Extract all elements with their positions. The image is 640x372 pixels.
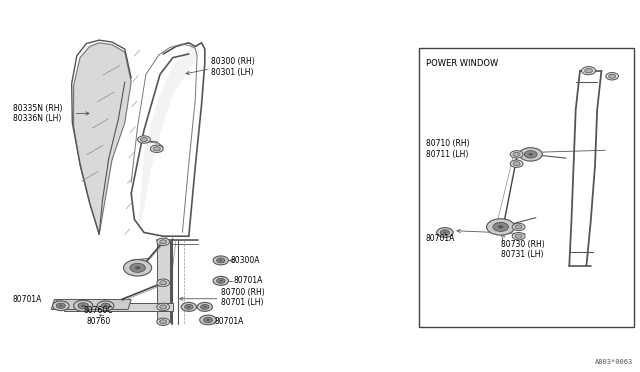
- Text: 80701A: 80701A: [426, 234, 455, 243]
- Circle shape: [515, 234, 522, 238]
- Circle shape: [512, 232, 525, 240]
- Circle shape: [498, 225, 504, 228]
- Circle shape: [519, 148, 542, 161]
- Text: 80335N (RH)
80336N (LH): 80335N (RH) 80336N (LH): [13, 104, 62, 123]
- Polygon shape: [157, 240, 170, 322]
- Circle shape: [486, 219, 515, 235]
- Circle shape: [59, 305, 63, 307]
- Bar: [419, 48, 634, 327]
- Text: 80701A: 80701A: [214, 317, 244, 326]
- Text: 80300 (RH)
80301 (LH): 80300 (RH) 80301 (LH): [211, 57, 255, 77]
- Circle shape: [220, 280, 222, 282]
- Circle shape: [213, 276, 228, 285]
- Circle shape: [216, 278, 225, 283]
- Circle shape: [159, 305, 166, 309]
- Circle shape: [524, 151, 537, 158]
- Text: 80760C: 80760C: [83, 306, 113, 315]
- Text: 80710 (RH)
80711 (LH): 80710 (RH) 80711 (LH): [426, 139, 469, 158]
- Circle shape: [529, 153, 533, 156]
- Circle shape: [513, 153, 520, 157]
- Circle shape: [104, 305, 108, 307]
- Text: A803*0063: A803*0063: [595, 359, 634, 365]
- Circle shape: [159, 320, 166, 324]
- Text: 80701A: 80701A: [13, 295, 42, 304]
- Circle shape: [512, 223, 525, 231]
- Circle shape: [157, 318, 170, 326]
- Polygon shape: [51, 299, 131, 310]
- Circle shape: [515, 225, 522, 229]
- Circle shape: [200, 315, 216, 325]
- Circle shape: [606, 73, 619, 80]
- Circle shape: [78, 303, 88, 309]
- Polygon shape: [74, 43, 131, 234]
- Circle shape: [154, 147, 161, 151]
- Circle shape: [197, 302, 212, 311]
- Circle shape: [220, 260, 222, 261]
- Circle shape: [101, 303, 110, 308]
- Circle shape: [81, 305, 85, 307]
- Circle shape: [440, 230, 449, 235]
- Text: POWER WINDOW: POWER WINDOW: [426, 59, 498, 68]
- Circle shape: [213, 256, 228, 265]
- Circle shape: [130, 263, 145, 272]
- Circle shape: [510, 160, 523, 167]
- Circle shape: [493, 222, 508, 231]
- Circle shape: [181, 302, 196, 311]
- Circle shape: [582, 67, 596, 75]
- Circle shape: [138, 136, 150, 143]
- Text: 80701A: 80701A: [234, 276, 263, 285]
- Polygon shape: [64, 303, 173, 311]
- Circle shape: [216, 258, 225, 263]
- Circle shape: [74, 300, 93, 311]
- Circle shape: [436, 228, 453, 237]
- Circle shape: [124, 260, 152, 276]
- Circle shape: [585, 68, 593, 73]
- Text: 80760: 80760: [86, 317, 111, 326]
- Circle shape: [188, 306, 190, 308]
- Circle shape: [204, 317, 212, 323]
- Text: 80700 (RH)
80701 (LH): 80700 (RH) 80701 (LH): [221, 288, 264, 307]
- Circle shape: [135, 266, 140, 269]
- Circle shape: [444, 231, 447, 234]
- Circle shape: [510, 151, 523, 158]
- Circle shape: [206, 319, 210, 321]
- Circle shape: [97, 301, 114, 311]
- Circle shape: [184, 304, 193, 310]
- Text: 80730 (RH)
80731 (LH): 80730 (RH) 80731 (LH): [500, 240, 545, 259]
- Circle shape: [56, 303, 65, 308]
- Circle shape: [157, 238, 170, 246]
- Polygon shape: [138, 44, 202, 236]
- Text: 80300A: 80300A: [230, 256, 260, 265]
- Circle shape: [150, 145, 163, 153]
- Circle shape: [141, 138, 148, 142]
- Circle shape: [159, 240, 166, 244]
- Circle shape: [513, 162, 520, 166]
- Circle shape: [157, 303, 170, 311]
- Circle shape: [52, 301, 69, 311]
- Circle shape: [609, 74, 616, 78]
- Circle shape: [159, 280, 166, 285]
- Circle shape: [157, 279, 170, 286]
- Circle shape: [204, 306, 206, 308]
- Circle shape: [200, 304, 209, 310]
